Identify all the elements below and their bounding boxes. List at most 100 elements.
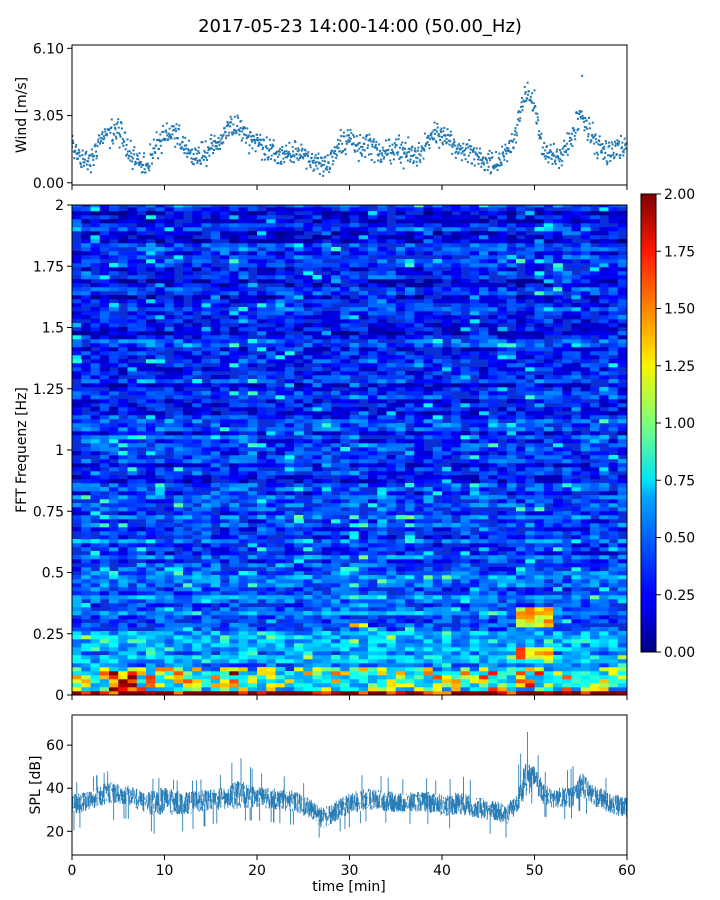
wind-point: [573, 128, 576, 131]
spectrogram-cell: [580, 643, 591, 648]
spectrogram-cell: [525, 499, 536, 504]
wind-point: [275, 150, 278, 153]
spectrogram-cell: [386, 423, 397, 428]
spectrogram-cell: [109, 435, 119, 440]
spectrogram-cell: [395, 671, 406, 676]
spectrogram-cell: [183, 579, 193, 584]
spectrogram-cell: [99, 523, 110, 528]
wind-point: [95, 154, 98, 157]
spectrogram-cell: [590, 531, 600, 536]
spectrogram-cell: [146, 503, 156, 508]
spectrogram-cell: [479, 659, 489, 664]
spectrogram-cell: [368, 611, 378, 616]
spectrogram-cell: [192, 583, 203, 588]
spectrogram-cell: [118, 579, 129, 584]
spectrogram-cell: [525, 491, 536, 496]
wind-point: [204, 140, 207, 143]
spectrogram-cell: [488, 599, 499, 604]
spectrogram-cell: [590, 611, 600, 616]
wind-point: [297, 147, 300, 150]
spectrogram-cell: [377, 463, 388, 468]
wind-point: [428, 147, 431, 150]
spectrogram-cell: [377, 571, 388, 576]
spectrogram-cell: [506, 479, 517, 484]
spectrogram-cell: [90, 667, 101, 672]
spectrogram-cell: [562, 603, 573, 608]
spectrogram-cell: [543, 515, 554, 520]
wind-point: [561, 160, 564, 163]
spectrogram-cell: [136, 651, 147, 656]
spectrogram-cell: [72, 491, 82, 496]
spectrogram-cell: [192, 623, 203, 628]
wind-point: [97, 138, 100, 141]
spectrogram-cell: [127, 439, 138, 444]
spectrogram-cell: [432, 455, 443, 460]
wind-point: [316, 167, 319, 170]
spectrogram-cell: [275, 411, 286, 416]
wind-point: [469, 151, 472, 154]
wind-point: [277, 161, 280, 164]
spectrogram-cell: [543, 651, 554, 656]
spectrogram-cell: [553, 547, 563, 552]
spectrogram-cell: [210, 647, 221, 652]
wind-point: [410, 154, 413, 157]
spectrogram-cell: [442, 495, 452, 500]
spectrogram-cell: [386, 679, 397, 684]
spectrogram-cell: [599, 683, 610, 688]
spectrogram-cell: [562, 435, 573, 440]
spectrogram-cell: [580, 411, 591, 416]
spectrogram-cell: [571, 487, 582, 492]
spectrogram-cell: [173, 639, 184, 644]
spectrogram-cell: [164, 443, 175, 448]
spectrogram-cell: [201, 667, 212, 672]
spectrogram-cell: [257, 491, 267, 496]
spectrogram-cell: [571, 687, 582, 692]
spectrogram-cell: [543, 455, 554, 460]
spectrogram-cell: [183, 439, 193, 444]
spectrogram-cell: [423, 415, 434, 420]
spectrogram-cell: [220, 415, 230, 420]
spectrogram-cell: [275, 459, 286, 464]
spectrogram-cell: [340, 471, 351, 476]
spectrogram-cell: [405, 411, 415, 416]
spectrogram-cell: [534, 523, 545, 528]
spectrogram-cell: [479, 515, 489, 520]
spectrogram-cell: [247, 535, 258, 540]
spectrogram-cell: [562, 519, 573, 524]
spectrogram-cell: [81, 527, 92, 532]
spectrogram-cell: [266, 683, 277, 688]
spectrogram-cell: [173, 447, 184, 452]
spectrogram-cell: [460, 495, 471, 500]
spectrogram-cell: [183, 407, 193, 412]
spectrogram-cell: [201, 575, 212, 580]
spectrogram-cell: [81, 659, 92, 664]
spectrogram-cell: [294, 567, 304, 572]
spectrogram-cell: [377, 547, 388, 552]
wind-point: [507, 150, 510, 153]
spectrogram-cell: [349, 399, 360, 404]
spectrogram-cell: [331, 487, 341, 492]
spectrogram-cell: [210, 515, 221, 520]
spectrogram-cell: [331, 495, 341, 500]
wind-point: [311, 152, 314, 155]
spectrogram-cell: [562, 427, 573, 432]
spectrogram-cell: [460, 619, 471, 624]
spectrogram-cell: [590, 619, 600, 624]
wind-point: [323, 163, 326, 166]
wind-point: [254, 142, 257, 145]
spectrogram-cell: [164, 459, 175, 464]
spectrogram-cell: [534, 667, 545, 672]
spectrogram-cell: [220, 527, 230, 532]
wind-point: [488, 149, 491, 152]
spectrogram-cell: [312, 487, 323, 492]
spectrogram-cell: [553, 559, 563, 564]
spectrogram-cell: [312, 431, 323, 436]
spectrogram-cell: [553, 635, 563, 640]
spectrogram-cell: [377, 527, 388, 532]
spectrogram-cell: [460, 659, 471, 664]
spectrogram-cell: [183, 455, 193, 460]
spectrogram-cell: [173, 691, 184, 695]
spectrogram-cell: [395, 543, 406, 548]
spectrogram-cell: [590, 415, 600, 420]
spectrogram-cell: [210, 439, 221, 444]
